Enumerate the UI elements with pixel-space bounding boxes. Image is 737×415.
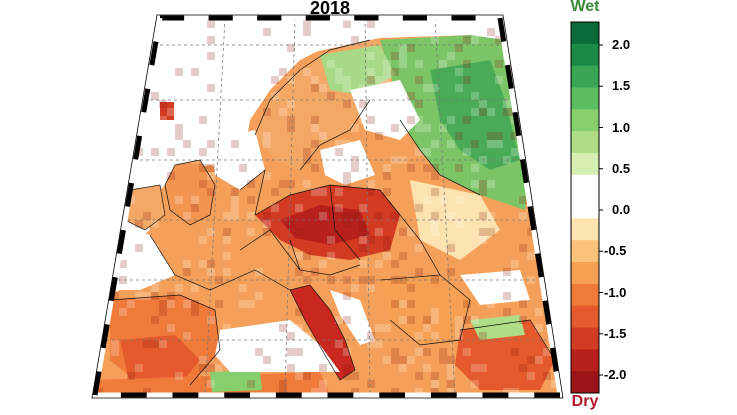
- frame-segment: [535, 253, 544, 278]
- wet-region-east-dark: [430, 60, 520, 170]
- frame-segment: [531, 229, 540, 255]
- colorbar-tick-label: 0.0: [612, 202, 631, 217]
- frame-segment: [141, 88, 151, 113]
- frame-segment: [497, 17, 507, 42]
- frame-segment: [104, 300, 114, 325]
- frame-segment: [512, 111, 522, 137]
- dry-central-core: [280, 205, 370, 245]
- colorbar-wet-label: Wet: [570, 0, 600, 15]
- frame-segment: [133, 135, 143, 160]
- map-title: 2018: [309, 0, 351, 18]
- frame-segment: [505, 64, 514, 90]
- colorbar-tick-label: 0.5: [612, 160, 631, 176]
- neutral-baltic: [350, 80, 420, 140]
- africa-green: [210, 370, 262, 392]
- frame-segment: [149, 41, 159, 66]
- uk: [165, 160, 215, 225]
- frame-segment: [129, 158, 139, 184]
- frame-segment: [92, 371, 102, 396]
- map-field: [95, 18, 560, 395]
- colorbar-tick-label: -0.5: [604, 243, 627, 259]
- frame-segment: [550, 347, 559, 372]
- frame-segment: [96, 347, 106, 372]
- frame-segment: [501, 41, 510, 66]
- colorbar-tick-label: -2.0: [604, 367, 627, 382]
- dry-italy: [290, 285, 355, 380]
- frame-segment: [108, 276, 118, 302]
- frame-segment: [523, 182, 533, 207]
- sea-baltic: [320, 140, 375, 185]
- frame-segment: [100, 323, 110, 349]
- frame-segment: [516, 135, 525, 160]
- sea-adriatic: [330, 290, 375, 345]
- frame-segment: [120, 206, 130, 231]
- colorbar-tick-label: 1.5: [612, 78, 631, 94]
- turkey-green: [470, 315, 525, 340]
- frame-segment: [538, 276, 548, 302]
- frame-outline: [91, 14, 564, 399]
- frame-segment: [546, 323, 555, 349]
- sea-arctic: [255, 18, 500, 80]
- iceland: [160, 102, 174, 120]
- graticule: [106, 18, 550, 395]
- frame-segment: [112, 253, 122, 278]
- frame-segment: [153, 17, 163, 42]
- sea-black: [460, 270, 530, 305]
- colorbar-tick-label: -1.0: [604, 284, 627, 300]
- frame-segment: [508, 88, 518, 113]
- frame-segment: [542, 300, 552, 325]
- wet-region-north: [320, 45, 395, 95]
- frame-segment: [553, 371, 563, 396]
- iberia-south: [120, 335, 200, 385]
- map-border: [91, 14, 564, 399]
- frame-segment: [527, 206, 537, 231]
- frame-segment: [137, 111, 147, 137]
- frame-segment: [145, 64, 155, 90]
- frame-segment: [520, 158, 529, 184]
- balkans: [380, 275, 470, 345]
- frame-segment: [116, 229, 126, 255]
- colorbar-tick-label: 2.0: [612, 37, 631, 52]
- frame-segment: [125, 182, 135, 207]
- colorbar-tick-label: -1.5: [604, 325, 627, 341]
- colorbar-tick-label: 1.0: [612, 119, 631, 135]
- ireland: [125, 185, 165, 230]
- colorbar-dry-label: Dry: [571, 393, 599, 410]
- sea-mediterranean: [215, 320, 340, 372]
